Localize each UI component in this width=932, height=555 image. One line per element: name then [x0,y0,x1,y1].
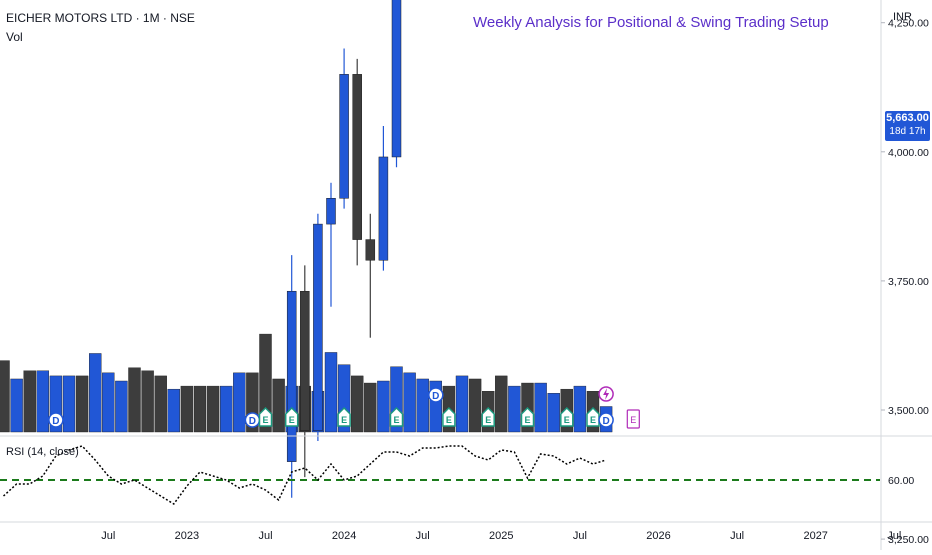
earnings-marker [586,406,600,427]
volume-bar [495,375,508,433]
earnings-marker [560,406,574,427]
last-price-tag: 5,663.00 18d 17h [885,111,930,141]
candle-body [378,156,389,261]
volume-bar [233,372,246,433]
dividend-marker [598,412,614,428]
x-tick-label: 2026 [646,530,670,542]
earnings-marker-letter: E [590,415,596,425]
dividend-marker-letter: D [249,416,256,427]
earnings-marker [389,406,404,427]
earnings-marker-letter: E [564,415,570,425]
upcoming-earnings-marker [626,409,640,429]
volume-bar [534,382,547,433]
x-tick-label: Jul [258,530,272,542]
x-tick-label: Jul [101,530,115,542]
volume-bar [167,388,181,433]
earnings-marker [442,406,456,427]
volume-bar [272,378,285,433]
volume-bar [508,385,521,433]
x-tick-label: Jul [416,530,430,542]
candle-body [339,74,349,199]
volume-bar [62,375,76,433]
dividend-marker [428,387,444,403]
last-price-value: 5,663.00 [886,112,929,124]
volume-bar [377,380,390,433]
volume-bar [88,353,102,433]
dividend-marker [48,412,64,428]
earnings-marker-letter: E [446,415,452,425]
volume-bar [468,378,482,433]
earnings-marker [520,406,535,427]
volume-bar [324,352,338,433]
volume-bar [115,380,128,433]
volume-bar [573,385,587,433]
candle-body [300,290,310,431]
y-tick-label: 3,500.00 [888,405,929,417]
volume-bar [259,333,272,433]
candle-body [313,223,323,431]
bar-countdown: 18d 17h [889,126,926,137]
rsi-level-label: 60.00 [888,475,914,487]
volume-bar [75,375,89,433]
y-tick-label: 3,750.00 [888,276,929,288]
volume-bar [102,372,115,433]
earnings-marker-letter: E [262,415,268,425]
earnings-marker-letter: E [524,415,530,425]
candle-body [286,290,297,462]
volume-bar [351,375,364,433]
earnings-marker-letter: E [341,415,347,425]
lightning-icon [603,388,610,400]
x-tick-label: Jul [573,530,587,542]
volume-bar [23,370,36,433]
x-tick-label: 2027 [803,530,827,542]
chart-headline: Weekly Analysis for Positional & Swing T… [473,14,829,31]
volume-bar [416,378,429,433]
candle-body [391,0,402,158]
earnings-marker [337,406,351,427]
volume-bar [206,385,220,433]
y-tick-label: 4,250.00 [888,18,929,30]
x-tick-label: 2024 [332,530,356,542]
volume-bar [10,378,23,433]
earnings-marker [258,406,273,427]
upcoming-earnings-letter: E [630,415,636,425]
candle-body [352,74,362,240]
volume-bar [180,385,194,433]
y-tick-label: 4,000.00 [888,147,929,159]
volume-bar [403,372,416,433]
volume-bar [141,370,154,433]
volume-label[interactable]: Vol [6,30,23,44]
rsi-label[interactable]: RSI (14, close) [6,446,79,458]
earnings-marker [481,406,495,427]
x-tick-label: Jul [887,530,901,542]
x-tick-label: 2025 [489,530,513,542]
volume-bar [154,375,167,433]
dividend-marker-letter: D [52,416,59,427]
x-tick-label: Jul [730,530,744,542]
volume-bar [455,375,469,433]
volume-bar [219,385,233,433]
volume-bar [0,360,10,433]
volume-bar [364,382,377,433]
earnings-marker-letter: E [485,415,491,425]
earnings-marker [284,406,299,427]
earnings-marker-letter: E [393,415,399,425]
volume-bar [128,367,141,433]
volume-bar [36,370,49,433]
volume-bar [547,393,560,433]
dividend-marker-letter: D [432,391,439,402]
candle-body [365,239,376,261]
volume-bar [193,385,207,433]
y-tick-label: 3,250.00 [888,534,929,546]
candle-body [326,198,336,225]
dividend-marker-letter: D [602,416,609,427]
earnings-marker-letter: E [289,415,295,425]
symbol-title[interactable]: EICHER MOTORS LTD · 1M · NSE [6,11,195,25]
x-tick-label: 2023 [175,530,199,542]
currency-label[interactable]: INR [893,11,912,23]
